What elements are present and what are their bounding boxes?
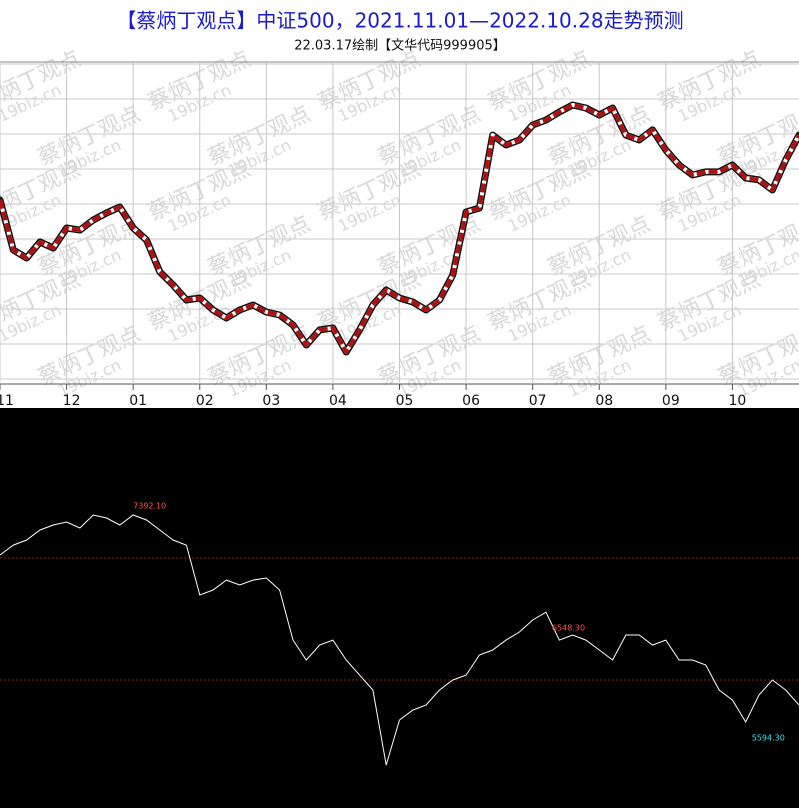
line-series xyxy=(0,103,799,354)
x-tick-label: 11 xyxy=(0,393,14,409)
chart-title: 【蔡炳丁观点】中证500，2021.11.01—2022.10.28走势预测 xyxy=(116,9,683,33)
x-tick-label: 03 xyxy=(262,393,280,409)
annotation-label: 6548.30 xyxy=(552,624,585,633)
x-tick-label: 01 xyxy=(129,393,147,409)
x-tick-label: 04 xyxy=(329,393,347,409)
bottom-background xyxy=(0,408,799,808)
x-tick-label: 09 xyxy=(662,393,680,409)
x-tick-label: 02 xyxy=(196,393,214,409)
annotation-label: 7392.10 xyxy=(133,501,166,510)
x-tick-label: 10 xyxy=(729,393,747,409)
line-series xyxy=(0,514,799,766)
x-tick-label: 07 xyxy=(529,393,547,409)
x-tick-label: 06 xyxy=(462,393,480,409)
annotation-label: 5594.30 xyxy=(752,734,785,743)
x-tick-label: 05 xyxy=(396,393,414,409)
x-tick-label: 12 xyxy=(63,393,81,409)
x-tick-label: 08 xyxy=(595,393,613,409)
chart-subtitle: 22.03.17绘制【文华代码999905】 xyxy=(294,39,506,54)
